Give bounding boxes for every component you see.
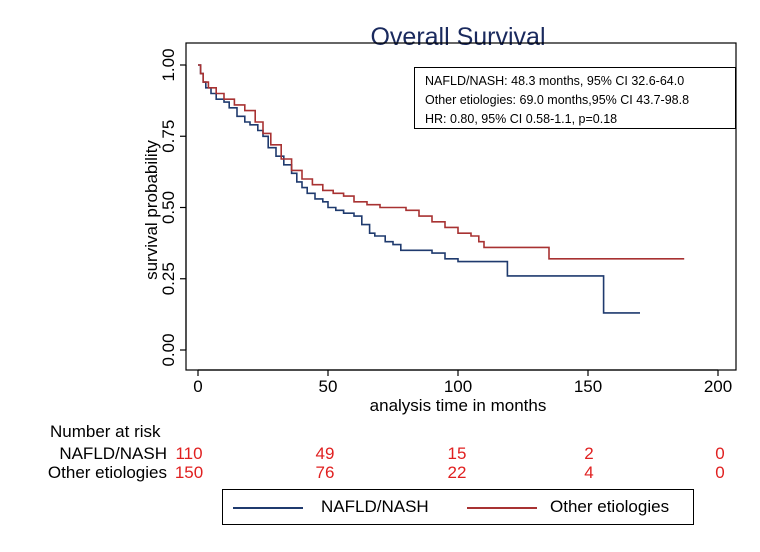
risk-value: 150 <box>174 463 204 482</box>
risk-value: 15 <box>447 444 467 463</box>
hazard-ratio-annotation: NAFLD/NASH: 48.3 months, 95% CI 32.6-64.… <box>414 67 736 129</box>
series-line-nafld-nash <box>198 64 640 314</box>
chart-title: Overall Survival <box>370 23 545 51</box>
risk-value: 2 <box>584 444 594 463</box>
x-axis-label: analysis time in months <box>370 396 547 415</box>
series-layer <box>198 64 685 314</box>
y-tick-label: 0.50 <box>159 191 178 224</box>
legend-swatch-nafld <box>233 507 303 509</box>
y-tick-label: 0.75 <box>159 120 178 153</box>
legend-swatch-other <box>467 507 537 509</box>
x-tick-label: 200 <box>704 377 732 396</box>
risk-value: 22 <box>447 463 467 482</box>
x-tick-label: 0 <box>193 377 202 396</box>
risk-value: 110 <box>175 444 203 463</box>
risk-value: 76 <box>315 463 335 482</box>
legend-label-other: Other etiologies <box>550 497 670 516</box>
legend-label-nafld: NAFLD/NASH <box>321 497 429 516</box>
x-tick-label: 50 <box>319 377 338 396</box>
y-tick-label: 0.00 <box>159 333 178 366</box>
annotation-nafld-median: NAFLD/NASH: 48.3 months, 95% CI 32.6-64.… <box>425 74 685 88</box>
annotation-other-median: Other etiologies: 69.0 months,95% CI 43.… <box>425 93 690 107</box>
risk-value: 4 <box>584 463 594 482</box>
y-tick-label: 0.25 <box>159 262 178 295</box>
risk-row-label-nafld: NAFLD/NASH <box>59 444 167 463</box>
axes-layer: 0.00 0.25 0.50 0.75 1.00 0 50 100 150 200 <box>159 48 732 396</box>
y-tick-label: 1.00 <box>159 48 178 81</box>
risk-value: 0 <box>715 444 725 463</box>
x-tick-label: 150 <box>574 377 602 396</box>
x-tick-label: 100 <box>444 377 472 396</box>
risk-table-heading: Number at risk <box>50 422 161 441</box>
risk-value: 49 <box>315 444 335 463</box>
annotation-hazard-ratio: HR: 0.80, 95% CI 0.58-1.1, p=0.18 <box>425 112 618 126</box>
risk-value: 0 <box>715 463 725 482</box>
series-line-other-etiologies <box>198 64 685 260</box>
chart-legend: NAFLD/NASH Other etiologies <box>222 489 694 525</box>
risk-row-label-other: Other etiologies <box>47 463 167 482</box>
y-axis-label: survival probability <box>142 140 161 280</box>
